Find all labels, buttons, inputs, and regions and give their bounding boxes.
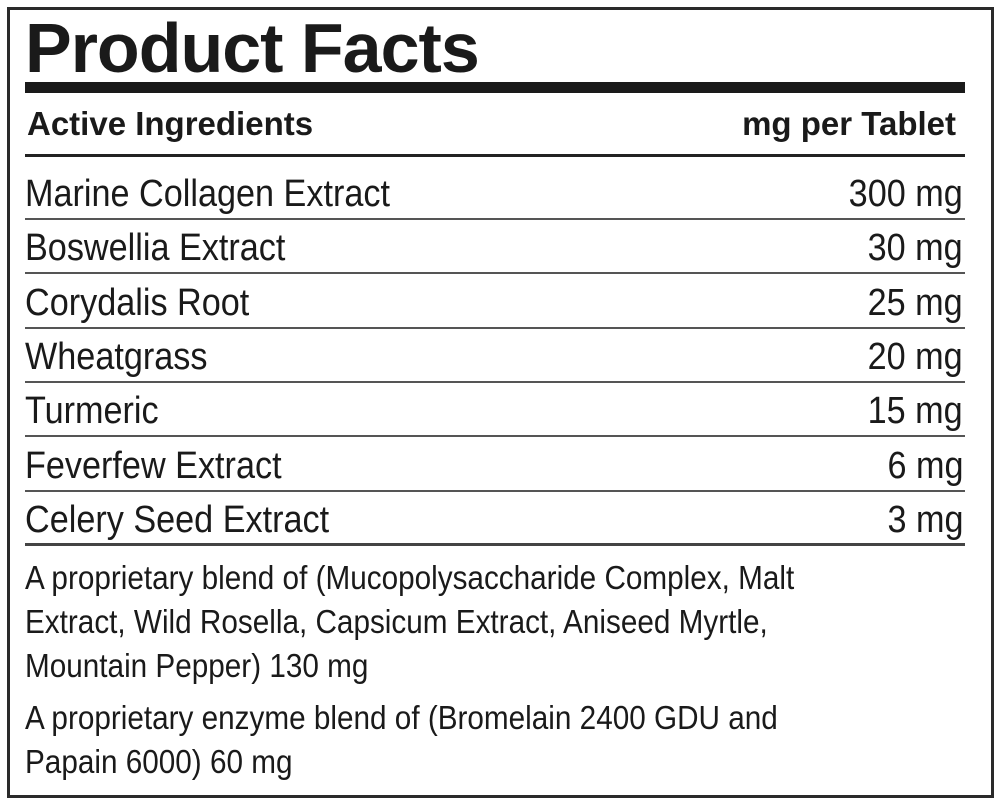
ingredient-row: Celery Seed Extract 3 mg	[25, 492, 965, 546]
blend-text-line: A proprietary blend of (Mucopolysacchari…	[25, 559, 795, 596]
blend-text-line: Papain 6000) 60 mg	[25, 743, 293, 780]
ingredient-amount: 25 mg	[867, 281, 963, 324]
blend-text-line: Mountain Pepper) 130 mg	[25, 647, 369, 684]
ingredient-amount: 15 mg	[867, 390, 963, 433]
ingredient-row: Boswellia Extract 30 mg	[25, 220, 965, 275]
ingredient-row: Marine Collagen Extract 300 mg	[25, 166, 965, 220]
ingredient-name: Marine Collagen Extract	[25, 173, 390, 215]
ingredient-amount: 30 mg	[867, 227, 963, 270]
blend-text-line: A proprietary enzyme blend of (Bromelain…	[25, 699, 778, 736]
ingredient-amount: 300 mg	[848, 173, 963, 215]
title-divider	[25, 82, 965, 93]
ingredient-row: Wheatgrass 20 mg	[25, 329, 965, 383]
column-header-amount: mg per Tablet	[742, 105, 956, 142]
ingredient-row: Corydalis Root 25 mg	[25, 275, 965, 329]
ingredient-amount: 6 mg	[886, 444, 963, 487]
ingredient-name: Wheatgrass	[25, 335, 208, 378]
ingredient-row: Feverfew Extract 6 mg	[25, 438, 965, 492]
header-divider	[25, 154, 965, 157]
ingredient-amount: 3 mg	[886, 498, 963, 541]
ingredient-name: Celery Seed Extract	[25, 498, 330, 541]
ingredient-amount: 20 mg	[867, 335, 963, 378]
blend-text-line: Extract, Wild Rosella, Capsicum Extract,…	[25, 603, 768, 640]
column-header-ingredients: Active Ingredients	[27, 105, 314, 142]
ingredient-name: Turmeric	[25, 390, 159, 433]
product-facts-panel	[7, 7, 994, 798]
ingredient-name: Boswellia Extract	[25, 227, 286, 270]
ingredient-name: Feverfew Extract	[25, 444, 282, 487]
ingredient-row: Turmeric 15 mg	[25, 383, 965, 438]
proprietary-blend-note: A proprietary blend of (Mucopolysacchari…	[25, 556, 880, 688]
page-title: Product Facts	[25, 9, 480, 87]
ingredient-name: Corydalis Root	[25, 281, 250, 324]
proprietary-blend-note: A proprietary enzyme blend of (Bromelain…	[25, 696, 861, 784]
